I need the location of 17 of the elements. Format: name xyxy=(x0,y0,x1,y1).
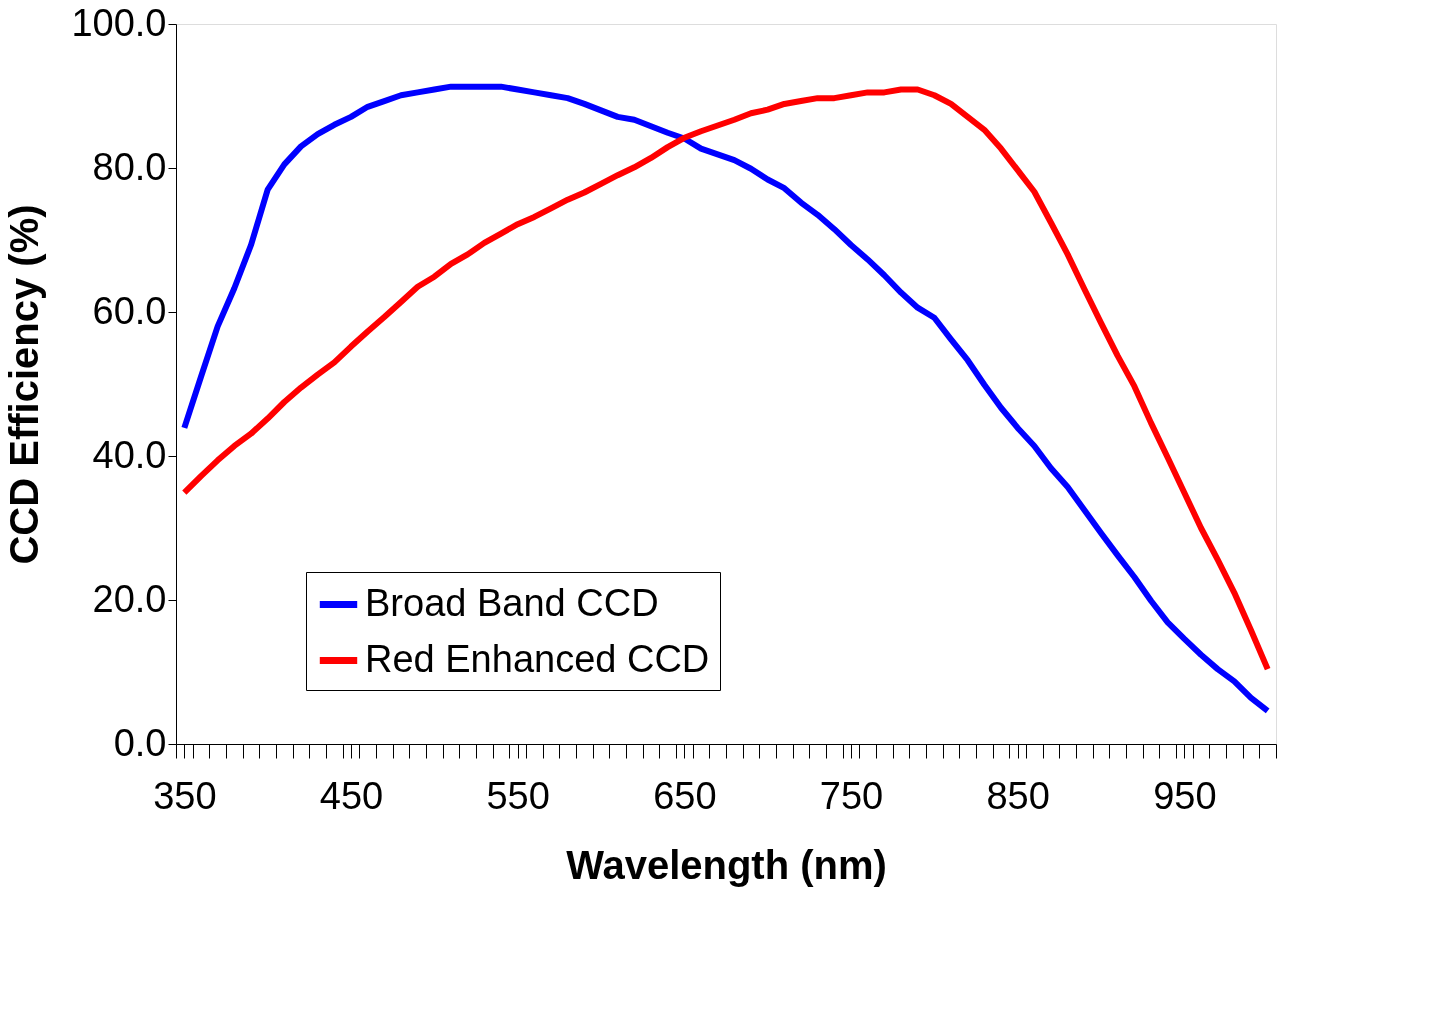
x-axis-title: Wavelength (nm) xyxy=(566,842,887,887)
legend-label: Red Enhanced CCD xyxy=(365,637,710,680)
y-tick-label: 40.0 xyxy=(92,433,167,476)
x-tick-label: 550 xyxy=(486,774,550,817)
y-tick-label: 60.0 xyxy=(92,289,167,332)
x-tick-label: 850 xyxy=(986,774,1050,817)
x-tick-label: 750 xyxy=(819,774,884,817)
y-tick-label: 80.0 xyxy=(92,145,167,188)
y-tick-label: 0.0 xyxy=(113,721,167,764)
x-tick-label: 650 xyxy=(653,774,717,817)
x-tick-label: 450 xyxy=(319,774,384,817)
x-tick-label: 950 xyxy=(1153,774,1217,817)
x-tick-label: 350 xyxy=(153,774,217,817)
y-axis-title: CCD Efficiency (%) xyxy=(2,204,47,565)
legend-label: Broad Band CCD xyxy=(365,581,659,624)
y-tick-label: 20.0 xyxy=(92,577,167,620)
y-tick-label: 100.0 xyxy=(71,1,167,44)
